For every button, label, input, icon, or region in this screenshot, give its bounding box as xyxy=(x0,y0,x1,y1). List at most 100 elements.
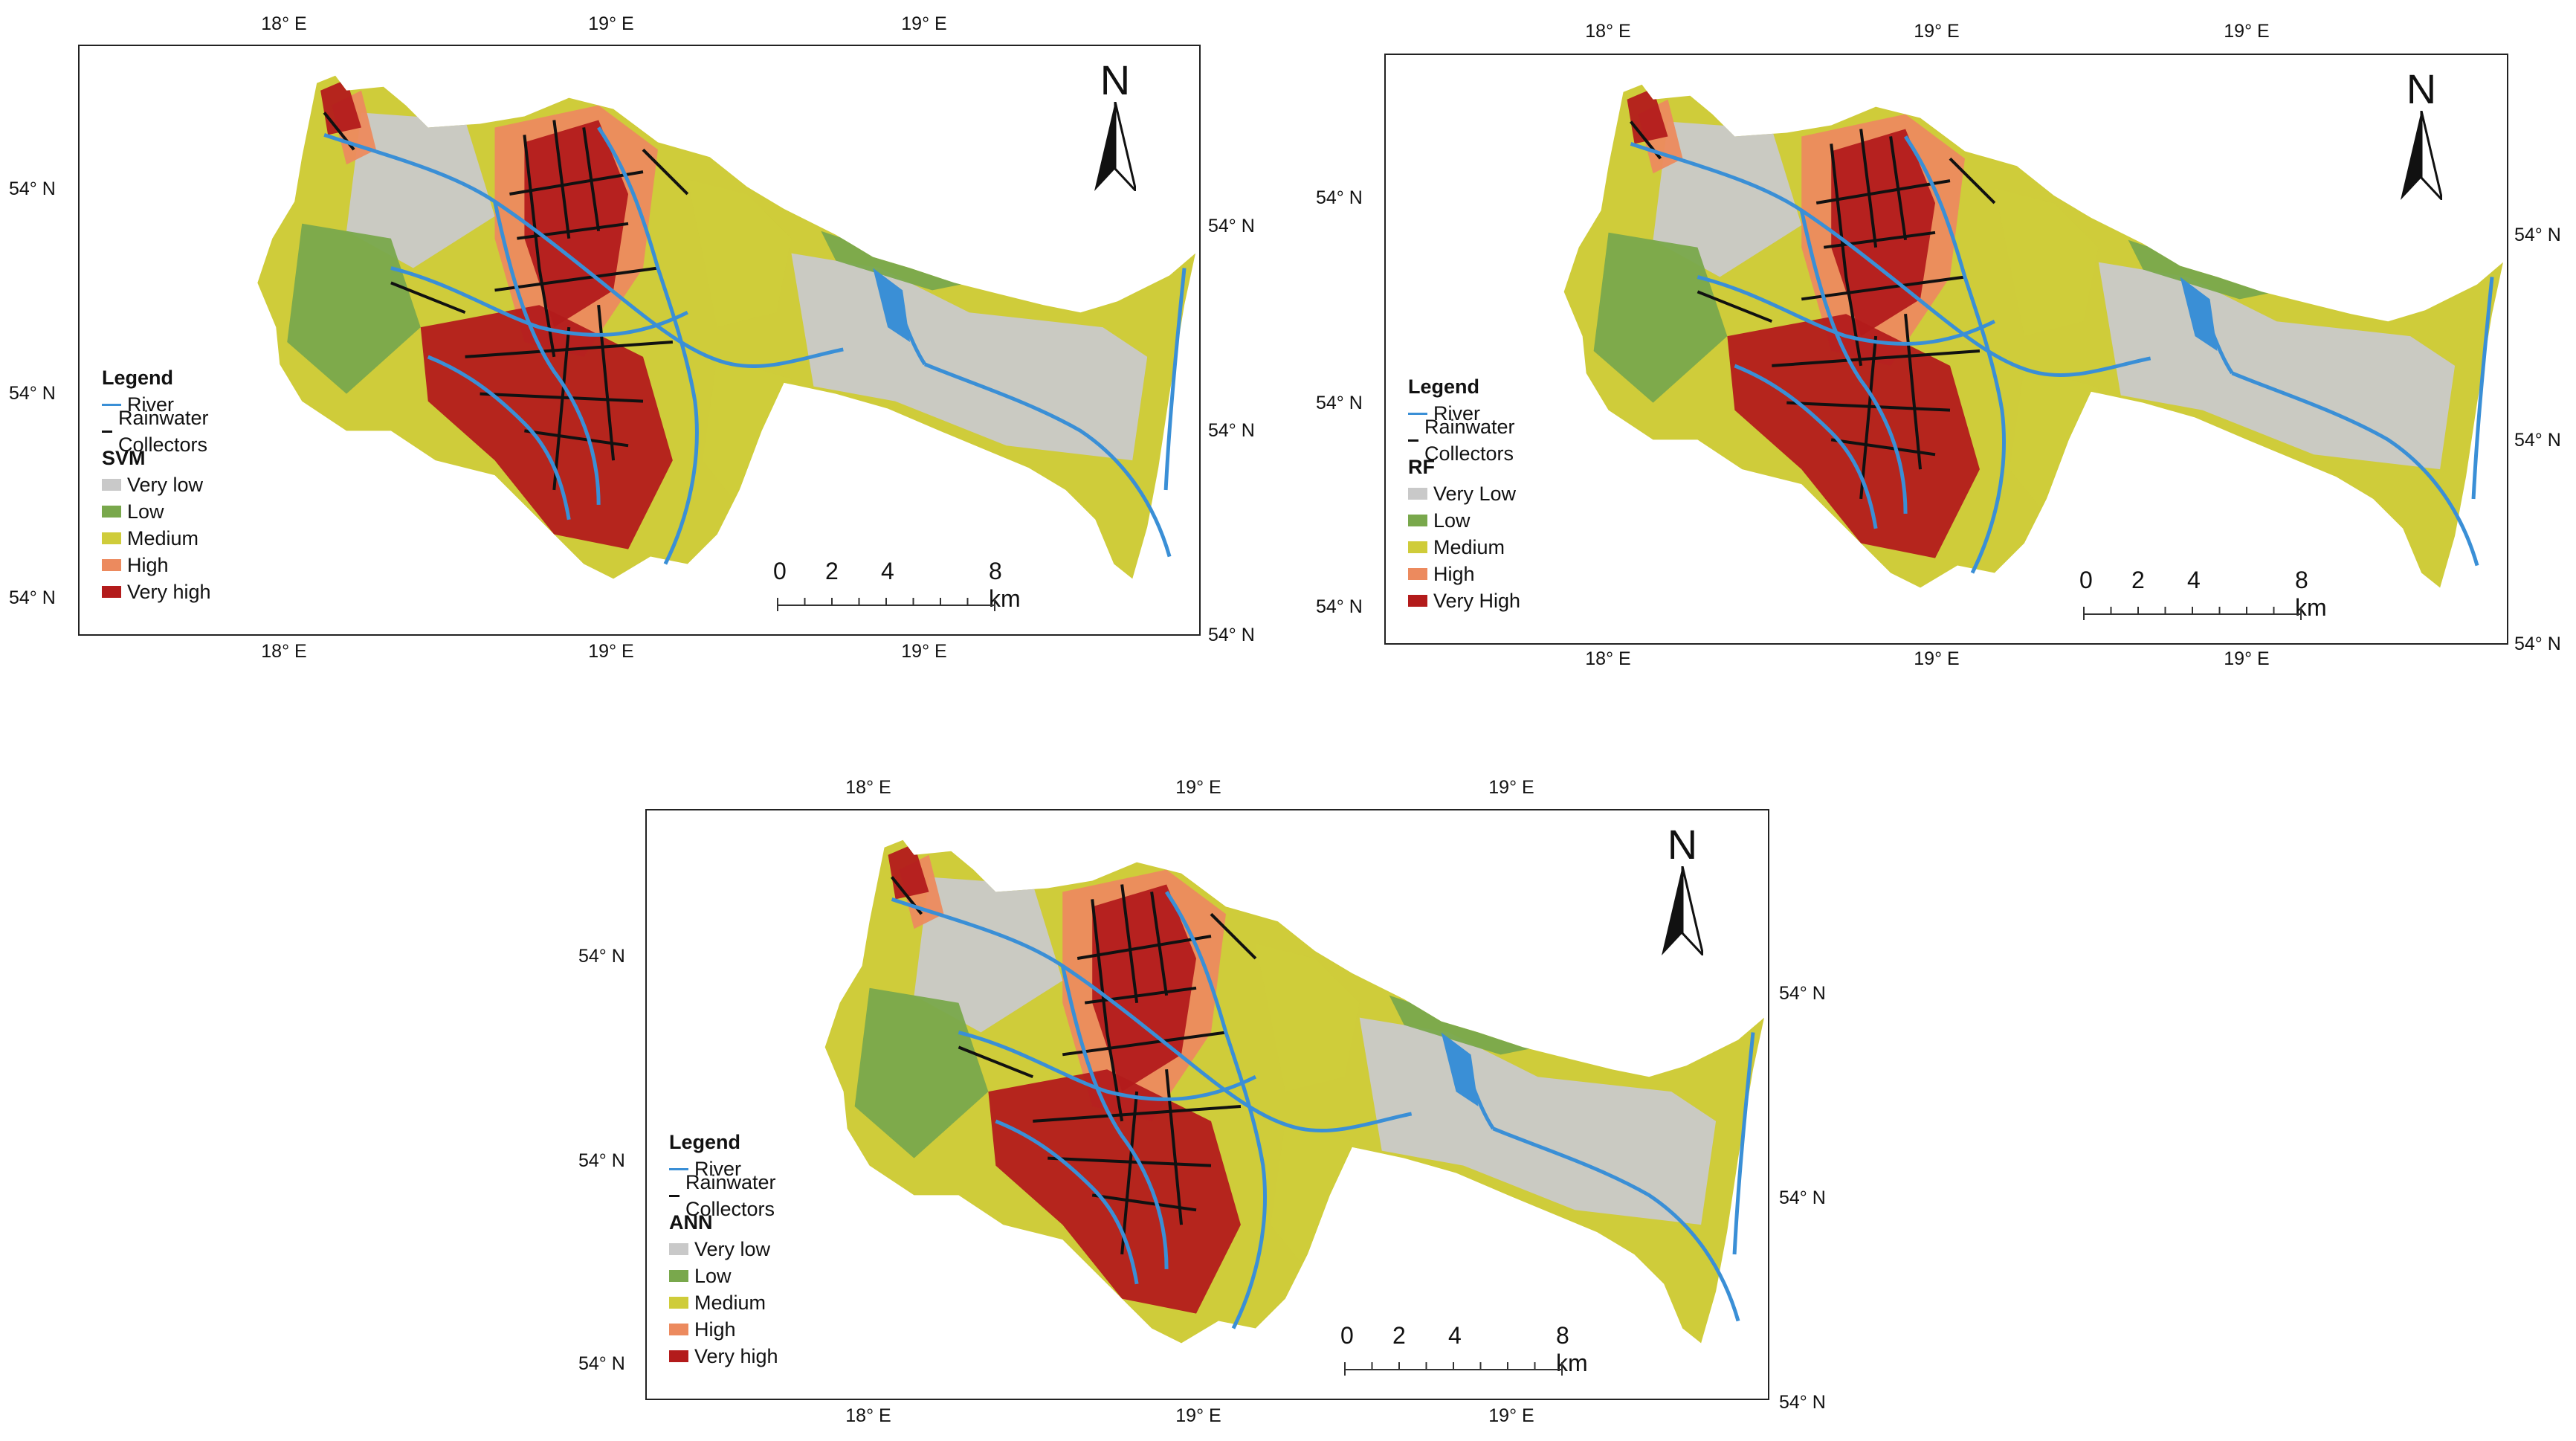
zone-low xyxy=(854,987,989,1158)
bottom-tick-label: 18° E xyxy=(1585,648,1631,669)
legend-class-swatch xyxy=(1408,488,1427,500)
rivers xyxy=(1630,135,2494,574)
north-arrow: N xyxy=(1653,820,1712,969)
scale-label: 2 xyxy=(2131,567,2145,593)
bottom-tick-label: 18° E xyxy=(845,1405,891,1426)
legend-class-label: High xyxy=(694,1318,736,1341)
legend-class-label: Very low xyxy=(694,1238,771,1260)
legend-class-item: Medium xyxy=(669,1289,785,1316)
legend-line-label: Rainwater Collectors xyxy=(117,407,209,456)
right-tick-label: 54° N xyxy=(2514,634,2561,654)
legend-line-swatch xyxy=(669,1167,688,1170)
scale-label: 4 xyxy=(881,558,894,584)
legend-class-item: Medium xyxy=(1408,534,1524,561)
right-tick-label: 54° N xyxy=(1779,1392,1826,1413)
legend-class-item: High xyxy=(669,1316,785,1343)
legend-class-label: Very high xyxy=(694,1345,778,1367)
legend-line-label: River xyxy=(694,1158,742,1180)
legend-line-label: River xyxy=(127,393,175,416)
legend-class-swatch xyxy=(669,1297,688,1309)
scale-label: 2 xyxy=(825,558,839,584)
susceptibility-map xyxy=(1563,84,2504,588)
legend-model-label: RF xyxy=(1408,456,1435,478)
zone-medium xyxy=(702,356,792,497)
zone-very-low xyxy=(914,877,1063,1033)
legend-class-swatch xyxy=(669,1324,688,1335)
legend-model-label: SVM xyxy=(102,447,146,469)
legend-class-swatch xyxy=(102,559,121,571)
zone-low xyxy=(287,223,421,394)
top-tick-label: 19° E xyxy=(2224,21,2270,42)
legend-class-item: Low xyxy=(1408,507,1524,534)
scale-label: 4 xyxy=(1448,1322,1462,1349)
bottom-tick-label: 19° E xyxy=(901,641,947,662)
north-label: N xyxy=(1667,821,1698,868)
right-tick-label: 54° N xyxy=(1208,625,1255,645)
legend-class-swatch xyxy=(1408,515,1427,526)
top-tick-label: 19° E xyxy=(901,13,947,34)
north-label: N xyxy=(2406,65,2437,112)
zone-very-low xyxy=(346,112,495,268)
scale-bar-graphic xyxy=(1344,1362,1563,1376)
map-frame xyxy=(645,809,1769,1400)
legend-line-swatch xyxy=(102,430,112,433)
legend-line-swatch xyxy=(669,1194,679,1197)
top-tick-label: 19° E xyxy=(1914,21,1960,42)
left-tick-label: 54° N xyxy=(9,178,56,199)
north-label: N xyxy=(1100,57,1131,103)
legend-line-item: Rainwater Collectors xyxy=(1408,416,1524,465)
legend-class-label: Low xyxy=(127,500,164,523)
legend-title: Legend xyxy=(669,1131,741,1153)
right-tick-label: 54° N xyxy=(2514,430,2561,451)
legend-line-item: River xyxy=(1408,400,1524,427)
zone-very-low xyxy=(1359,1017,1717,1225)
legend-line-label: River xyxy=(1433,402,1481,425)
right-tick-label: 54° N xyxy=(1779,983,1826,1004)
legend-class-swatch xyxy=(669,1350,688,1362)
scale-label: 0 xyxy=(1340,1322,1354,1349)
scale-label: 2 xyxy=(1392,1322,1406,1349)
zone-medium xyxy=(1270,1121,1360,1262)
legend-class-label: Medium xyxy=(694,1292,766,1314)
legend-class-label: Low xyxy=(694,1265,732,1287)
legend-class-swatch xyxy=(1408,595,1427,607)
legend-title: Legend xyxy=(1408,375,1480,398)
legend-class-item: Very high xyxy=(102,578,218,605)
susceptibility-map xyxy=(257,75,1196,579)
legend-title: Legend xyxy=(102,367,174,389)
legend-line-item: Rainwater Collectors xyxy=(102,407,218,456)
legend-class-label: Low xyxy=(1433,509,1471,532)
legend-line-label: Rainwater Collectors xyxy=(685,1171,776,1220)
top-tick-label: 18° E xyxy=(261,13,307,34)
legend-line-swatch xyxy=(102,403,121,406)
legend-class-label: Very High xyxy=(1433,590,1521,612)
legend-class-label: High xyxy=(1433,563,1475,585)
scale-bar-graphic xyxy=(777,598,995,611)
susceptibility-zones xyxy=(854,843,1717,1314)
zone-very-high xyxy=(988,1069,1241,1314)
bottom-tick-label: 19° E xyxy=(1175,1405,1221,1426)
north-arrow: N xyxy=(2392,65,2451,213)
north-arrow-icon xyxy=(2401,111,2442,200)
scale-bar-graphic xyxy=(2083,607,2302,620)
left-tick-label: 54° N xyxy=(1316,393,1363,413)
left-tick-label: 54° N xyxy=(9,383,56,404)
legend-class-item: High xyxy=(102,552,218,578)
map-frame xyxy=(78,45,1201,636)
susceptibility-map xyxy=(824,839,1765,1344)
zone-very-high xyxy=(420,305,673,549)
legend: Legend River Rainwater Collectors RF Very Lo… xyxy=(1408,373,1524,614)
north-arrow-icon xyxy=(1094,102,1136,191)
legend-class-swatch xyxy=(102,586,121,598)
bottom-tick-label: 19° E xyxy=(588,641,634,662)
zone-medium xyxy=(687,179,792,328)
scale-label: 4 xyxy=(2187,567,2201,593)
legend-class-label: Very high xyxy=(127,581,211,603)
legend-class-swatch xyxy=(102,532,121,544)
scale-label: 0 xyxy=(773,558,787,584)
zone-very-low xyxy=(2098,262,2456,470)
legend-line-item: River xyxy=(102,391,218,418)
top-tick-label: 19° E xyxy=(1175,777,1221,798)
left-tick-label: 54° N xyxy=(9,587,56,608)
